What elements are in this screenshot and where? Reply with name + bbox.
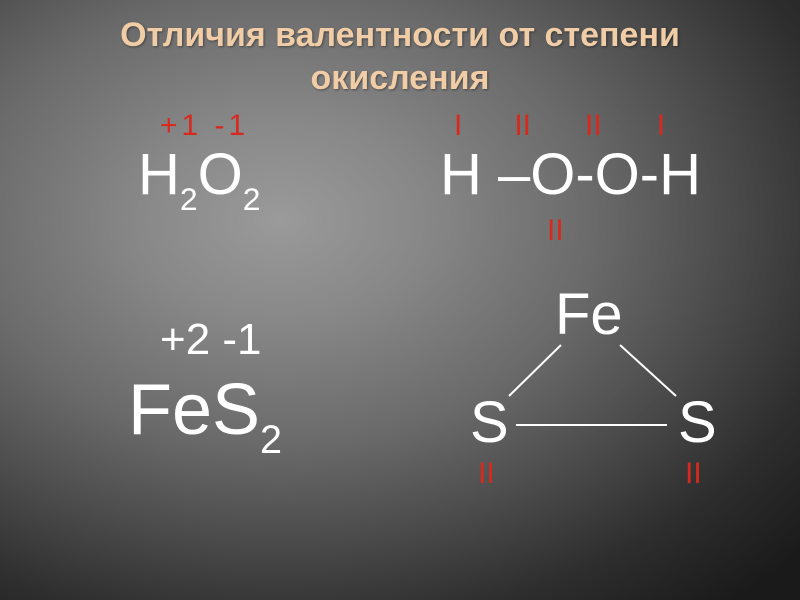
- hooh-below-valence: II: [547, 214, 564, 248]
- fes2-formula: FeS2: [128, 369, 282, 459]
- valence-ii-1: II: [514, 109, 531, 142]
- formula-sub-2c: 2: [260, 418, 282, 462]
- hooh-valence-row: IIIIII: [454, 109, 665, 143]
- s-left-valence: II: [478, 457, 495, 491]
- bond-fe-sright: [620, 345, 676, 396]
- h2o2-formula: H2O2: [138, 141, 261, 215]
- s-left-node-label: S: [470, 389, 509, 456]
- formula-o: O: [198, 142, 243, 207]
- h2o2-oxidation-states: +1 -1: [160, 109, 249, 143]
- formula-sub-2a: 2: [180, 181, 198, 217]
- valence-i-2: I: [657, 109, 665, 142]
- fes2-oxidation-states: +2 -1: [160, 315, 262, 365]
- formula-h: H: [138, 142, 180, 207]
- formula-fes: FeS: [128, 370, 260, 450]
- fe-node-label: Fe: [555, 281, 623, 348]
- title-line-1: Отличия валентности от степени: [120, 16, 680, 54]
- hooh-structure: H –O-O-H: [440, 141, 701, 208]
- slide-title: Отличия валентности от степени окисления: [0, 0, 800, 99]
- s-right-valence: II: [685, 457, 702, 491]
- valence-i-1: I: [454, 109, 462, 142]
- valence-ii-2: II: [585, 109, 602, 142]
- formula-sub-2b: 2: [243, 181, 261, 217]
- slide-content: +1 -1 H2O2 IIIIII H –O-O-H II +2 -1 FeS2…: [0, 99, 800, 599]
- s-right-node-label: S: [678, 389, 717, 456]
- bond-fe-sleft: [509, 345, 561, 396]
- title-line-2: окисления: [311, 59, 490, 97]
